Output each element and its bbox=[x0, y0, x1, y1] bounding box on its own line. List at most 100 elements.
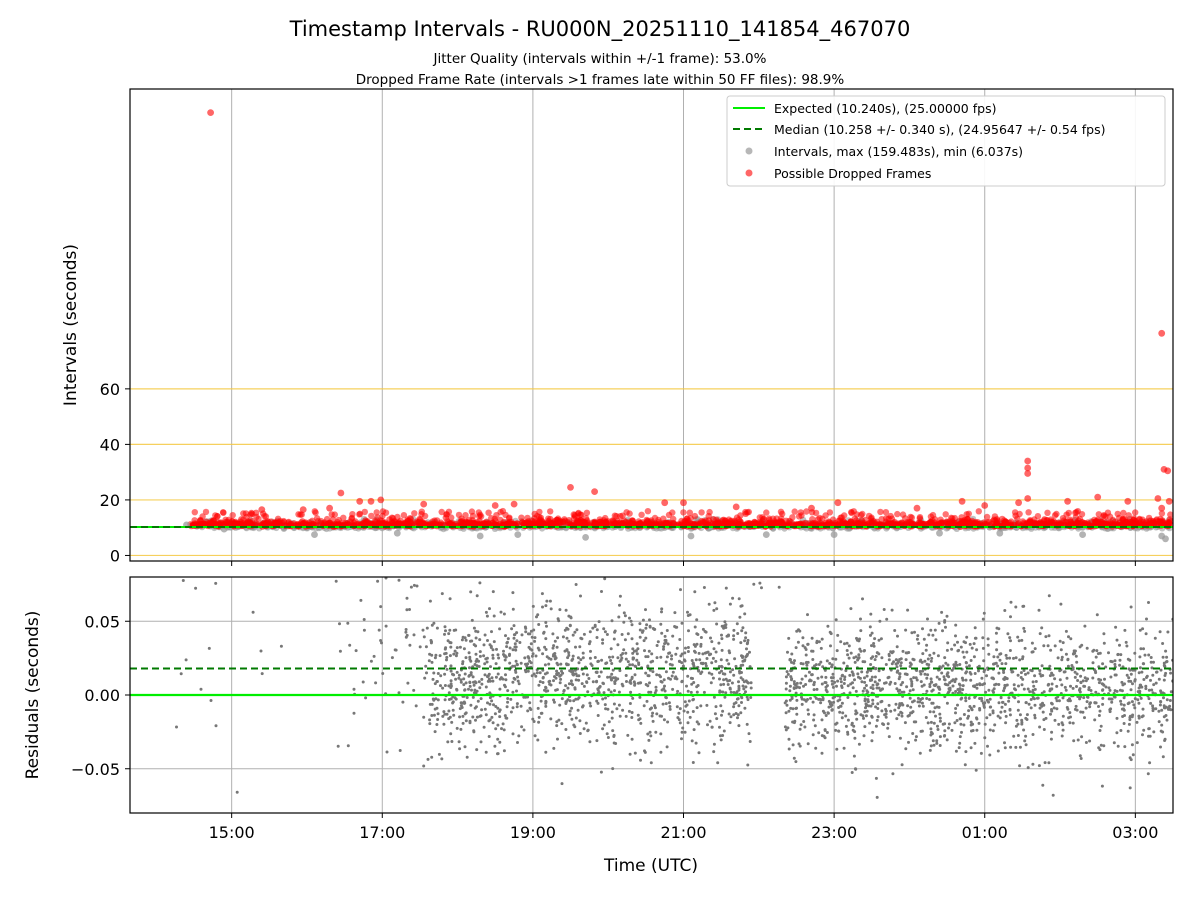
dropped-frame-point bbox=[644, 508, 652, 515]
residual-point bbox=[1138, 628, 1142, 632]
residual-point bbox=[686, 710, 690, 714]
residual-point bbox=[704, 664, 708, 668]
dropped-frame-point bbox=[964, 516, 971, 523]
residual-point bbox=[951, 684, 955, 688]
residual-point bbox=[461, 714, 465, 718]
residual-point bbox=[684, 646, 687, 650]
residual-point bbox=[505, 705, 509, 709]
residual-point bbox=[670, 654, 674, 658]
dropped-frame-point bbox=[611, 512, 619, 519]
interval-point bbox=[476, 532, 484, 540]
residual-point bbox=[644, 655, 648, 659]
residual-point bbox=[533, 636, 537, 640]
residual-point bbox=[556, 737, 559, 741]
residual-point bbox=[554, 688, 558, 692]
chart-subtitle-dropped: Dropped Frame Rate (intervals >1 frames … bbox=[356, 72, 845, 88]
residual-point bbox=[617, 615, 621, 619]
residual-point bbox=[1009, 745, 1013, 749]
residual-point bbox=[579, 594, 582, 598]
residual-point bbox=[916, 700, 920, 704]
residual-point bbox=[554, 656, 558, 660]
residual-point bbox=[595, 636, 599, 639]
residual-point bbox=[663, 634, 667, 638]
residual-point bbox=[745, 654, 749, 657]
residual-point bbox=[571, 633, 575, 637]
residual-point bbox=[562, 689, 566, 693]
residual-point bbox=[1094, 655, 1098, 659]
residual-point bbox=[686, 646, 690, 649]
residual-point bbox=[701, 627, 705, 631]
residual-point bbox=[697, 651, 701, 655]
residual-point bbox=[729, 690, 733, 694]
residual-point bbox=[530, 654, 534, 658]
residual-point bbox=[639, 721, 643, 725]
residual-point bbox=[588, 656, 592, 660]
residual-point bbox=[433, 730, 437, 734]
residual-point bbox=[923, 659, 927, 663]
residual-point bbox=[608, 655, 611, 659]
residual-point bbox=[1049, 648, 1053, 652]
residual-point bbox=[802, 684, 805, 688]
residual-point bbox=[1047, 594, 1051, 598]
residual-point bbox=[997, 683, 1001, 686]
residual-point bbox=[929, 628, 933, 632]
residual-point bbox=[1065, 676, 1069, 680]
residual-point bbox=[824, 714, 828, 717]
dropped-frame-point bbox=[742, 510, 749, 517]
residual-point bbox=[488, 607, 491, 611]
residual-point bbox=[732, 628, 736, 632]
residual-point bbox=[1133, 706, 1137, 710]
residual-point bbox=[552, 746, 556, 750]
residual-point bbox=[777, 585, 781, 589]
residual-point bbox=[862, 734, 866, 738]
dropped-frame-point bbox=[936, 520, 943, 527]
residual-point bbox=[469, 703, 473, 707]
dropped-frame-point bbox=[868, 514, 875, 521]
residual-point bbox=[404, 628, 408, 631]
residual-point bbox=[722, 678, 726, 682]
dropped-frame-point bbox=[536, 513, 543, 521]
residual-point bbox=[677, 659, 681, 663]
residual-point bbox=[692, 643, 696, 647]
residual-point bbox=[929, 677, 933, 681]
residual-point bbox=[626, 733, 630, 737]
residual-point bbox=[214, 724, 218, 728]
residual-point bbox=[877, 669, 881, 673]
residual-point bbox=[408, 608, 411, 611]
residual-point bbox=[1122, 722, 1126, 725]
residual-point bbox=[578, 719, 582, 723]
residual-point bbox=[623, 638, 627, 642]
residual-point bbox=[1097, 705, 1100, 708]
dropped-frame-point bbox=[418, 511, 425, 518]
residual-point bbox=[997, 671, 1001, 675]
residual-point bbox=[646, 732, 650, 736]
residual-point bbox=[705, 703, 709, 707]
residual-point bbox=[638, 622, 642, 626]
residual-point bbox=[503, 654, 507, 658]
residual-point bbox=[739, 664, 743, 667]
residual-point bbox=[743, 706, 747, 710]
residual-point bbox=[422, 715, 426, 719]
residual-point bbox=[515, 689, 518, 693]
residual-point bbox=[663, 638, 667, 642]
top-y-tick-label: 0 bbox=[110, 546, 120, 565]
dropped-frame-point bbox=[1078, 511, 1086, 518]
residual-point bbox=[1147, 697, 1151, 701]
dropped-frame-point bbox=[980, 519, 988, 526]
residual-point bbox=[722, 729, 726, 733]
dropped-frame-point bbox=[583, 509, 591, 516]
residual-point bbox=[944, 661, 948, 665]
residual-point bbox=[581, 656, 585, 660]
residual-point bbox=[479, 740, 483, 744]
residual-point bbox=[758, 581, 762, 585]
residual-point bbox=[380, 641, 383, 645]
residual-point bbox=[493, 744, 497, 748]
residual-point bbox=[683, 730, 687, 734]
residual-point bbox=[656, 640, 660, 644]
residual-point bbox=[1029, 698, 1033, 701]
residual-point bbox=[819, 660, 823, 664]
residual-point bbox=[954, 711, 957, 715]
residual-point bbox=[519, 704, 523, 708]
residual-point bbox=[965, 635, 969, 639]
